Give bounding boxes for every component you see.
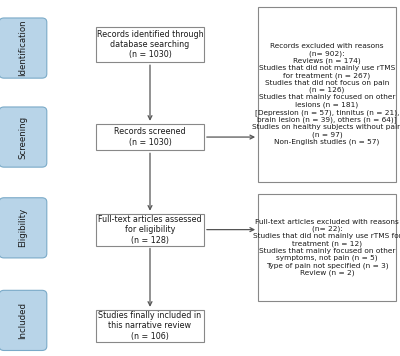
Text: Identification: Identification xyxy=(18,20,28,77)
Text: Records identified through
database searching
(n = 1030): Records identified through database sear… xyxy=(97,30,203,59)
FancyBboxPatch shape xyxy=(0,107,47,167)
FancyBboxPatch shape xyxy=(0,18,47,78)
Text: Eligibility: Eligibility xyxy=(18,208,28,247)
FancyBboxPatch shape xyxy=(96,310,204,342)
Text: Studies finally included in
this narrative review
(n = 106): Studies finally included in this narrati… xyxy=(98,311,202,341)
FancyBboxPatch shape xyxy=(96,214,204,246)
Text: Full-text articles assessed
for eligibility
(n = 128): Full-text articles assessed for eligibil… xyxy=(98,215,202,245)
Text: Full-text articles excluded with reasons
(n= 22):
Studies that did not mainly us: Full-text articles excluded with reasons… xyxy=(253,219,400,276)
Text: Screening: Screening xyxy=(18,115,28,159)
FancyBboxPatch shape xyxy=(96,124,204,150)
FancyBboxPatch shape xyxy=(0,198,47,258)
Text: Records excluded with reasons
(n= 902):
Reviews (n = 174)
Studies that did not m: Records excluded with reasons (n= 902): … xyxy=(252,43,400,145)
Text: Included: Included xyxy=(18,302,28,339)
Text: Records screened
(n = 1030): Records screened (n = 1030) xyxy=(114,127,186,147)
FancyBboxPatch shape xyxy=(96,27,204,62)
FancyBboxPatch shape xyxy=(258,7,396,182)
FancyBboxPatch shape xyxy=(0,290,47,350)
FancyBboxPatch shape xyxy=(258,194,396,301)
